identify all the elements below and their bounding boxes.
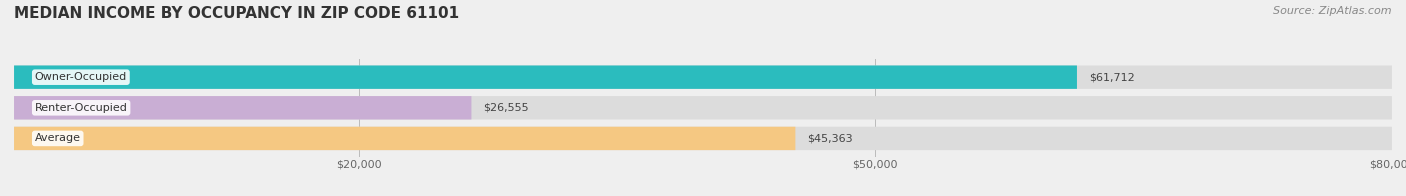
Text: $26,555: $26,555 (484, 103, 529, 113)
Text: Owner-Occupied: Owner-Occupied (35, 72, 127, 82)
Text: Renter-Occupied: Renter-Occupied (35, 103, 128, 113)
Text: $61,712: $61,712 (1090, 72, 1135, 82)
FancyBboxPatch shape (14, 96, 1392, 120)
Text: MEDIAN INCOME BY OCCUPANCY IN ZIP CODE 61101: MEDIAN INCOME BY OCCUPANCY IN ZIP CODE 6… (14, 6, 460, 21)
FancyBboxPatch shape (14, 65, 1077, 89)
FancyBboxPatch shape (14, 127, 1392, 150)
Text: $45,363: $45,363 (807, 133, 853, 143)
FancyBboxPatch shape (14, 96, 471, 120)
Text: Average: Average (35, 133, 80, 143)
FancyBboxPatch shape (14, 65, 1392, 89)
Text: Source: ZipAtlas.com: Source: ZipAtlas.com (1274, 6, 1392, 16)
FancyBboxPatch shape (14, 127, 796, 150)
